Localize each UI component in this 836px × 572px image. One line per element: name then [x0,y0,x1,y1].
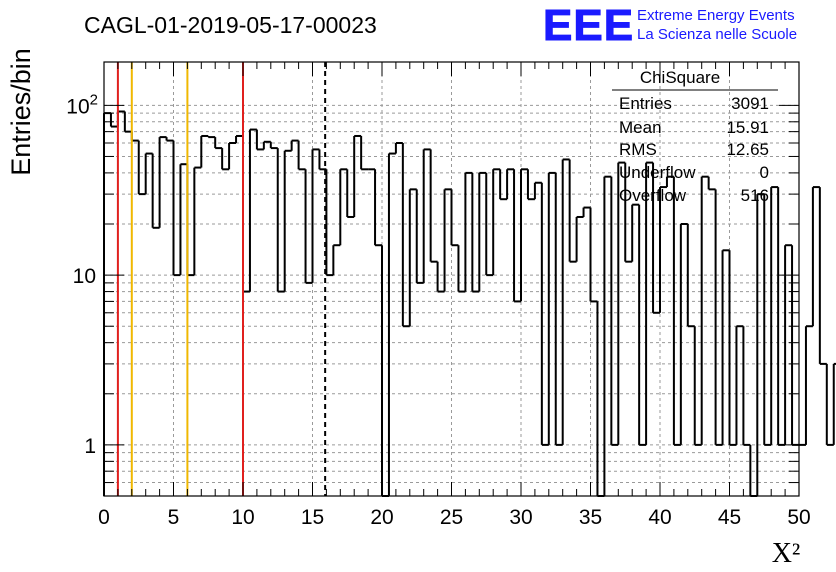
stats-underflow-value: 0 [760,163,769,182]
stats-mean-value: 15.91 [726,118,769,137]
x-axis-label: X² [772,538,801,569]
x-axis-ticks: 0 5 10 15 20 25 30 35 40 45 50 [98,62,811,529]
x-tick-label: 45 [718,506,741,529]
stats-entries-label: Entries [619,94,672,113]
run-title: CAGL-01-2019-05-17-00023 [84,12,377,38]
x-tick-label: 5 [168,506,180,529]
x-tick-label: 35 [579,506,602,529]
stats-entries-value: 3091 [731,94,769,113]
logo-subtitle-1: Extreme Energy Events [637,7,795,24]
reference-lines [116,62,327,496]
stats-rms-label: RMS [619,140,657,159]
histogram-bins [103,110,836,497]
y-tick-label: 1 [84,435,96,458]
x-tick-label: 0 [98,506,110,529]
x-tick-label: 25 [440,506,463,529]
y-axis-ticks: 1 10 102 [66,91,799,497]
x-tick-label: 20 [370,506,393,529]
x-tick-label: 30 [509,506,532,529]
stats-box: ChiSquare Entries 3091 Mean 15.91 RMS 12… [612,68,778,205]
stats-rms-value: 12.65 [726,140,769,159]
y-axis-label: Entries/bin [6,48,36,176]
x-tick-label: 40 [648,506,671,529]
stats-title: ChiSquare [640,68,720,87]
stats-overflow-value: 516 [741,186,769,205]
x-tick-label: 15 [301,506,324,529]
x-tick-label: 10 [231,506,254,529]
x-tick-label: 50 [787,506,810,529]
eee-logo: EEE [543,1,634,50]
y-tick-label: 102 [66,91,98,118]
y-tick-label: 10 [73,265,96,288]
stats-underflow-label: Underflow [619,163,696,182]
stats-mean-label: Mean [619,118,662,137]
stats-overflow-label: Overflow [619,186,687,205]
logo-subtitle-2: La Scienza nelle Scuole [637,26,797,43]
